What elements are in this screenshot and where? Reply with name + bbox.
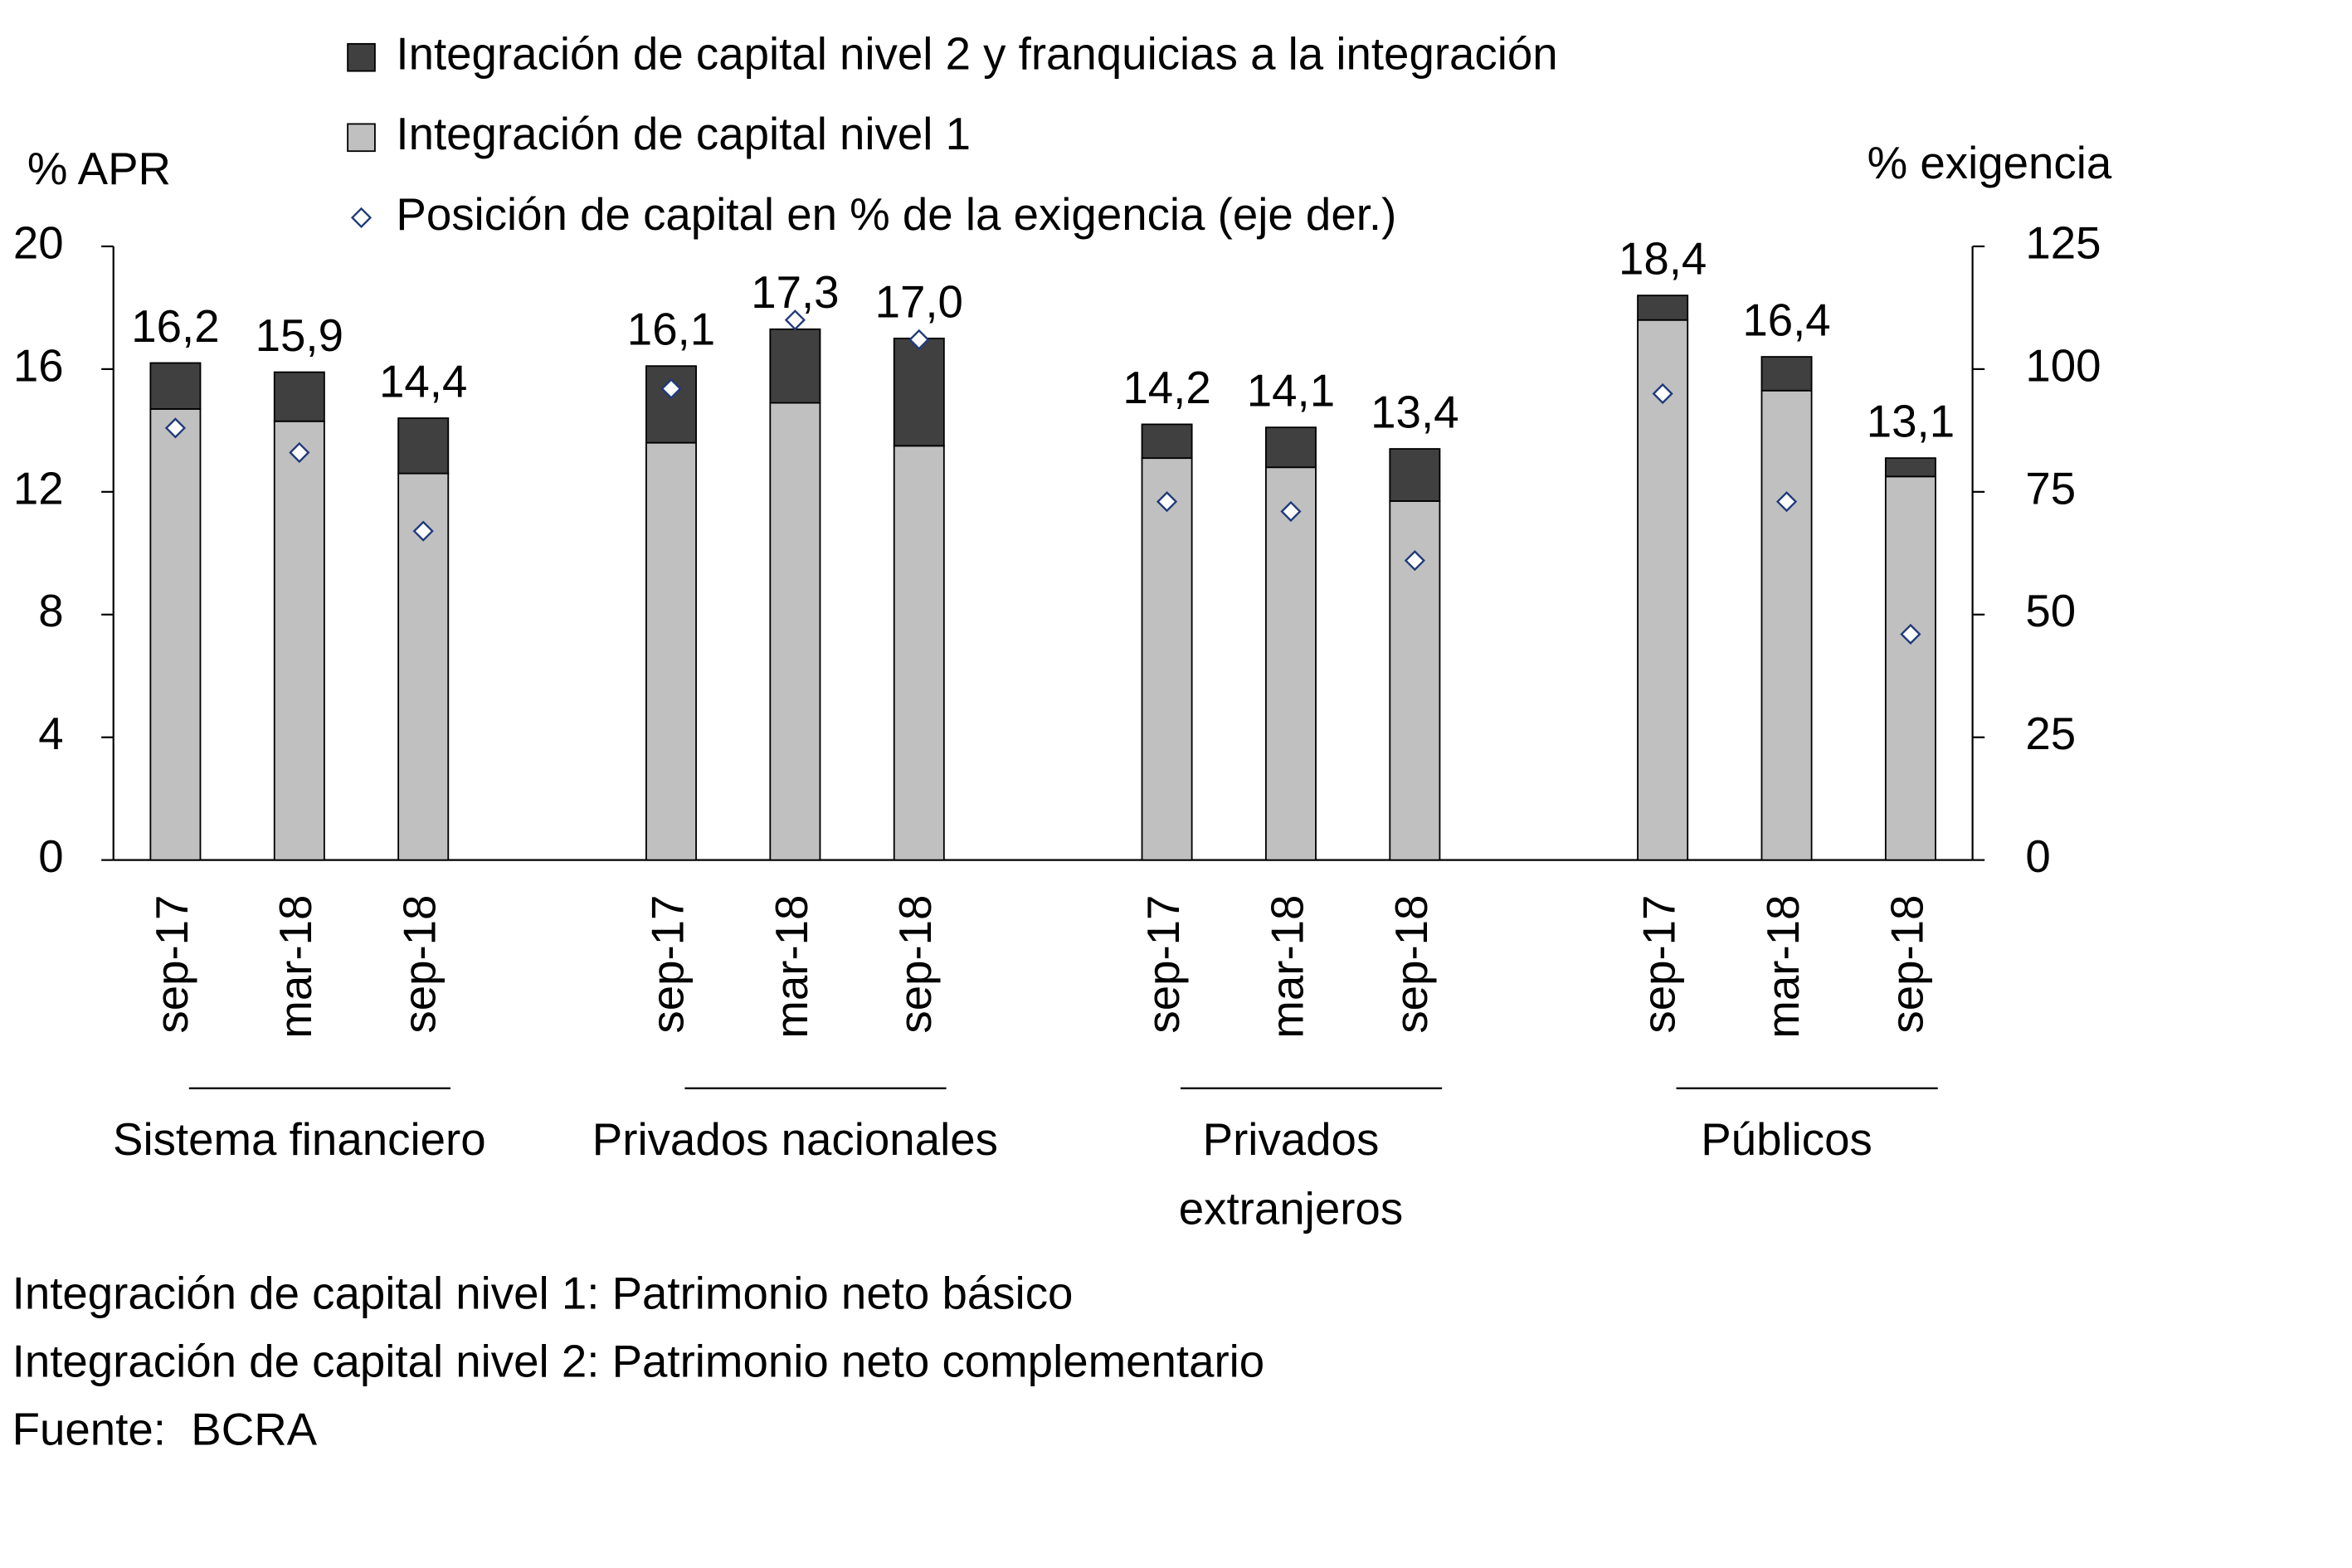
total-label: 13,4 xyxy=(1371,387,1458,437)
total-label: 16,1 xyxy=(627,304,715,355)
total-label: 17,3 xyxy=(751,267,839,318)
y-tick-label: 20 xyxy=(13,217,64,268)
legend-label: Integración de capital nivel 1 xyxy=(396,109,971,159)
marker xyxy=(1404,550,1425,572)
group-label: Privados extranjeros xyxy=(1178,1115,1404,1235)
bar-segment xyxy=(149,408,202,861)
x-tick-label: sep-17 xyxy=(642,895,693,1034)
bar-segment xyxy=(397,417,450,475)
group-label: Públicos xyxy=(1701,1115,1872,1166)
marker xyxy=(412,520,434,542)
y-tick-label: 12 xyxy=(13,463,64,514)
x-tick-label: sep-17 xyxy=(147,895,197,1034)
y2-tick-label: 25 xyxy=(2025,709,2076,759)
legend-marker xyxy=(350,207,373,228)
x-tick-label: sep-18 xyxy=(395,895,446,1034)
bar-segment xyxy=(1637,295,1689,321)
bar-segment xyxy=(769,328,821,404)
group-box: Privados extranjeros xyxy=(1178,1115,1404,1235)
bar-segment xyxy=(1264,426,1317,469)
group-box: Sistema financiero xyxy=(112,1115,486,1166)
x-tick-label: sep-17 xyxy=(1138,895,1189,1034)
y-tick-label: 0 xyxy=(38,831,63,882)
x-tick-label: sep-18 xyxy=(1882,895,1932,1034)
bar-segment xyxy=(273,420,325,861)
bar-segment xyxy=(1389,448,1441,502)
y-tick-label: 16 xyxy=(13,340,64,391)
y2-tick-label: 100 xyxy=(2025,340,2101,391)
legend-swatch xyxy=(347,42,376,72)
marker xyxy=(1280,500,1302,523)
total-label: 18,4 xyxy=(1619,233,1707,284)
y2-tick-label: 75 xyxy=(2025,463,2076,514)
total-label: 16,4 xyxy=(1742,295,1830,345)
bar-segment xyxy=(1760,389,1813,861)
legend-label: Integración de capital nivel 2 y franqui… xyxy=(396,29,1557,80)
marker xyxy=(164,417,187,439)
group-box: Públicos xyxy=(1701,1115,1872,1166)
x-tick-label: mar-18 xyxy=(270,895,321,1039)
note: Fuente: BCRA xyxy=(12,1405,318,1455)
y-tick-label: 4 xyxy=(38,709,63,759)
x-tick-label: sep-17 xyxy=(1634,895,1685,1034)
y2-tick-label: 50 xyxy=(2025,586,2076,636)
bar-segment xyxy=(645,365,697,444)
marker xyxy=(1900,623,1921,645)
bar-segment xyxy=(1884,457,1936,478)
x-tick-label: sep-18 xyxy=(890,895,941,1034)
total-label: 13,1 xyxy=(1867,397,1955,447)
y2-tick-label: 0 xyxy=(2025,831,2050,882)
bar-segment xyxy=(769,402,821,861)
marker xyxy=(908,329,930,351)
marker xyxy=(784,309,806,331)
bar-segment xyxy=(149,362,202,410)
x-tick-label: mar-18 xyxy=(1262,895,1312,1039)
marker xyxy=(1156,491,1178,513)
bar-segment xyxy=(645,441,697,861)
legend-label: Posición de capital en % de la exigencia… xyxy=(396,189,1396,240)
bar-segment xyxy=(273,371,325,422)
x-tick-label: sep-18 xyxy=(1386,895,1437,1034)
note: Integración de capital nivel 1: Patrimon… xyxy=(12,1269,1074,1319)
total-label: 14,2 xyxy=(1122,363,1210,413)
legend-swatch xyxy=(347,123,376,153)
bar-segment xyxy=(1141,457,1193,861)
y-tick-label: 8 xyxy=(38,586,63,636)
total-label: 15,9 xyxy=(256,310,343,361)
bar-segment xyxy=(1141,423,1193,460)
bar-segment xyxy=(1884,475,1936,861)
marker xyxy=(660,377,682,400)
bar-segment xyxy=(893,445,945,861)
group-label: Privados nacionales xyxy=(592,1115,998,1166)
bar-segment xyxy=(1760,356,1813,392)
bar-segment xyxy=(1264,466,1317,861)
group-label: Sistema financiero xyxy=(112,1115,486,1166)
y2-axis-title: % exigencia xyxy=(1867,138,2112,188)
marker xyxy=(289,441,310,464)
marker xyxy=(1652,382,1673,405)
total-label: 14,1 xyxy=(1247,366,1335,416)
y-axis-title: % APR xyxy=(27,144,171,194)
x-tick-label: mar-18 xyxy=(1758,895,1809,1039)
x-tick-label: mar-18 xyxy=(767,895,817,1039)
y2-tick-label: 125 xyxy=(2025,217,2101,268)
total-label: 17,0 xyxy=(875,276,963,327)
group-box: Privados nacionales xyxy=(592,1115,998,1166)
marker xyxy=(1775,491,1798,513)
note: Integración de capital nivel 2: Patrimon… xyxy=(12,1337,1265,1387)
bar-segment xyxy=(893,338,945,447)
total-label: 16,2 xyxy=(131,301,219,352)
total-label: 14,4 xyxy=(379,356,467,407)
